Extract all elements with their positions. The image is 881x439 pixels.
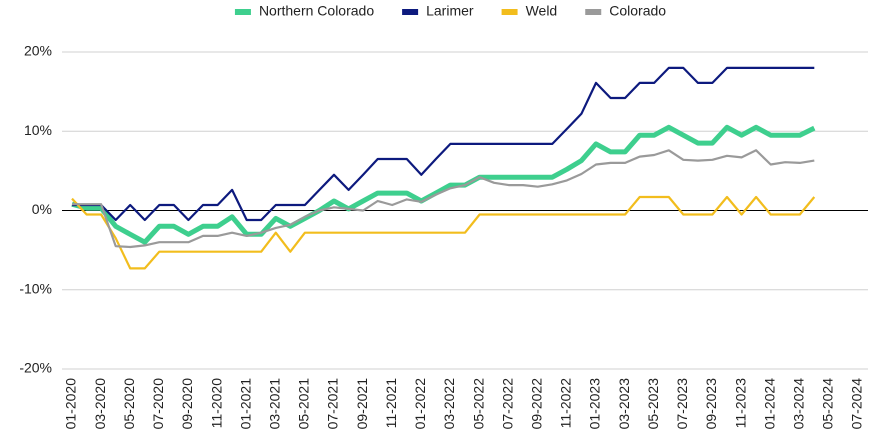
legend-swatch [501,9,518,15]
x-tick-label: 01-2024 [761,378,777,430]
x-tick-label: 09-2021 [354,378,370,430]
series-line [72,66,815,222]
x-tick-label: 07-2022 [499,378,515,430]
x-tick-label: 07-2021 [325,378,341,430]
x-tick-label: 03-2020 [92,378,108,430]
legend-label: Colorado [609,3,666,19]
x-tick-label: 01-2020 [63,378,79,430]
legend-swatch [234,9,251,15]
x-tick-label: 11-2021 [383,378,399,429]
y-tick-label: -20% [19,360,52,376]
x-tick-label: 03-2022 [441,378,457,430]
x-tick-label: 03-2021 [266,378,282,430]
legend-swatch [402,9,419,15]
x-tick-label: 11-2023 [732,378,748,429]
y-tick-label: 20% [24,43,52,59]
x-tick-label: 03-2023 [616,378,632,430]
x-tick-label: 05-2024 [820,378,836,430]
x-tick-label: 09-2020 [179,378,195,430]
x-tick-label: 09-2023 [703,378,719,430]
y-tick-label: 0% [32,201,52,217]
x-tick-label: 05-2023 [645,378,661,430]
x-tick-label: 05-2021 [296,378,312,430]
legend-label: Northern Colorado [259,3,374,19]
series-line [71,195,816,270]
legend-swatch [585,9,602,15]
x-tick-label: 05-2020 [121,378,137,430]
series-line [72,149,815,249]
x-tick-label: 09-2022 [528,378,544,430]
series-line [71,124,816,245]
x-tick-label: 01-2022 [412,378,428,430]
legend: Northern Colorado Larimer Weld Colorado [234,3,666,19]
x-tick-label: 01-2021 [237,378,253,430]
x-tick-label: 07-2020 [150,378,166,430]
legend-label: Larimer [426,3,474,19]
x-tick-label: 01-2023 [587,378,603,430]
x-tick-label: 07-2023 [674,378,690,430]
x-tick-label: 03-2024 [790,378,806,430]
x-tick-label: 07-2024 [849,378,865,430]
x-tick-label: 05-2022 [470,378,486,430]
y-tick-label: 10% [24,122,52,138]
y-tick-label: -10% [19,280,52,296]
x-tick-label: 11-2022 [558,378,574,429]
legend-label: Weld [526,3,558,19]
x-tick-label: 11-2020 [208,378,224,429]
